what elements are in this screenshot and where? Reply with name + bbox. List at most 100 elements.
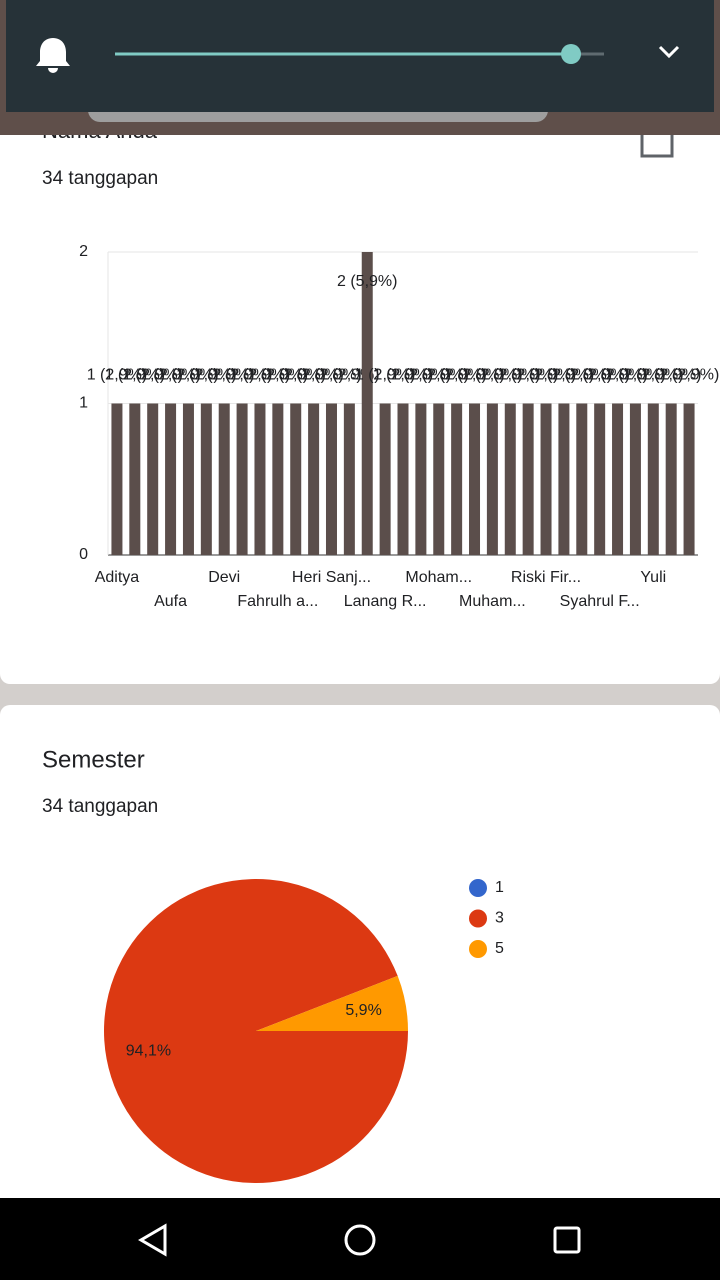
card: [0, 100, 720, 684]
bar: [111, 403, 123, 555]
data-label: 1 (2,9%): [230, 367, 290, 384]
bar: [486, 403, 498, 555]
data-label: 1 (2,9%): [516, 367, 576, 384]
bar: [165, 403, 177, 555]
bar: [540, 403, 552, 555]
data-label: 1 (2,9%): [426, 367, 486, 384]
data-label: 1 (2,9%): [248, 367, 308, 384]
data-label: 1 (2,9%): [212, 367, 272, 384]
data-label: 1 (2,9%): [122, 367, 182, 384]
bar: [397, 403, 409, 555]
response-count: 34 tanggapan: [42, 796, 158, 817]
bar: [629, 403, 641, 555]
bar: [182, 403, 194, 555]
data-label: 1 (2,9%): [659, 367, 719, 384]
response-count: 34 tanggapan: [42, 168, 158, 189]
brightness-thumb[interactable]: [561, 44, 581, 64]
data-label: 1 (2,9%): [569, 367, 629, 384]
nav-bar: [0, 1198, 720, 1280]
bell-icon[interactable]: [36, 38, 70, 73]
legend-marker: [469, 909, 487, 928]
bar: [361, 252, 373, 555]
x-tick-label: Syahrul F...: [560, 593, 640, 610]
card-title: Semester: [42, 746, 145, 773]
data-label: 1 (2,9%): [409, 367, 469, 384]
data-label: 1 (2,9%): [87, 367, 147, 384]
bar: [558, 403, 570, 555]
data-label: 1 (2,9%): [391, 367, 451, 384]
data-label: 1 (2,9%): [641, 367, 701, 384]
notification-panel: [6, 0, 714, 112]
bar: [218, 403, 230, 555]
y-tick-label: 0: [79, 546, 88, 563]
legend-marker: [469, 879, 487, 897]
x-tick-label: Riski Fir...: [511, 569, 581, 586]
pie-slice: [256, 975, 408, 1031]
y-tick-label: 2: [79, 243, 88, 260]
bar: [522, 403, 534, 555]
bar: [343, 403, 355, 555]
bar: [325, 403, 337, 555]
bar: [290, 403, 302, 555]
legend-label: 1: [495, 879, 504, 896]
bar: [469, 403, 481, 555]
x-tick-label: Moham...: [405, 569, 472, 586]
bar: [504, 403, 516, 555]
back-button[interactable]: [138, 1223, 167, 1257]
x-tick-label: Heri Sanj...: [292, 569, 371, 586]
data-label: 1 (2,9%): [265, 367, 325, 384]
data-label: 1 (2,9%): [444, 367, 504, 384]
y-tick-label: 1: [79, 395, 88, 412]
bar: [576, 403, 588, 555]
legend-label: 5: [495, 940, 504, 957]
data-label: 1 (2,9%): [480, 367, 540, 384]
bar: [379, 403, 391, 555]
bar: [594, 403, 606, 555]
data-label: 1 (2,9%): [498, 367, 558, 384]
data-label: 1 (2,9%): [140, 367, 200, 384]
data-label: 1 (2,9%): [283, 367, 343, 384]
bar: [647, 403, 659, 555]
bar: [272, 403, 284, 555]
data-label: 1 (2,9%): [552, 367, 612, 384]
bar: [612, 403, 624, 555]
slice-label: 94,1%: [126, 1042, 171, 1059]
bar: [308, 403, 320, 555]
data-label: 1 (2,9%): [623, 367, 683, 384]
bar: [451, 403, 463, 555]
legend-marker: [469, 940, 487, 958]
bar: [415, 403, 427, 555]
data-label: 1 (2,9%): [462, 367, 522, 384]
x-tick-label: Aditya: [95, 569, 140, 586]
data-label: 1 (2,9%): [373, 367, 433, 384]
data-label: 1 (2,9%): [587, 367, 647, 384]
expand-icon[interactable]: [658, 45, 680, 59]
data-label: 1 (2,9%): [158, 367, 218, 384]
bar: [683, 403, 695, 555]
bar: [236, 403, 248, 555]
slice-label: 5,9%: [345, 1002, 381, 1019]
data-label: 1 (2,9%): [194, 367, 254, 384]
data-label: 1 (2,9%): [605, 367, 665, 384]
bar: [433, 403, 445, 555]
data-label: 1 (2,9%): [301, 367, 361, 384]
bar: [254, 403, 266, 555]
bar: [147, 403, 159, 555]
x-tick-label: Muham...: [459, 593, 526, 610]
home-button[interactable]: [344, 1224, 376, 1256]
data-label: 1 (2,9%): [355, 367, 415, 384]
x-tick-label: Lanang R...: [344, 593, 427, 610]
data-label: 2 (5,9%): [337, 273, 397, 290]
bar: [665, 403, 677, 555]
x-tick-label: Aufa: [154, 593, 187, 610]
x-tick-label: Yuli: [640, 569, 666, 586]
x-tick-label: Devi: [208, 569, 240, 586]
data-label: 1 (2,9%): [105, 367, 165, 384]
bar: [200, 403, 212, 555]
x-tick-label: Fahrulh a...: [237, 593, 318, 610]
data-label: 1 (2,9%): [176, 367, 236, 384]
recents-button[interactable]: [553, 1226, 581, 1254]
legend-label: 3: [495, 910, 504, 927]
